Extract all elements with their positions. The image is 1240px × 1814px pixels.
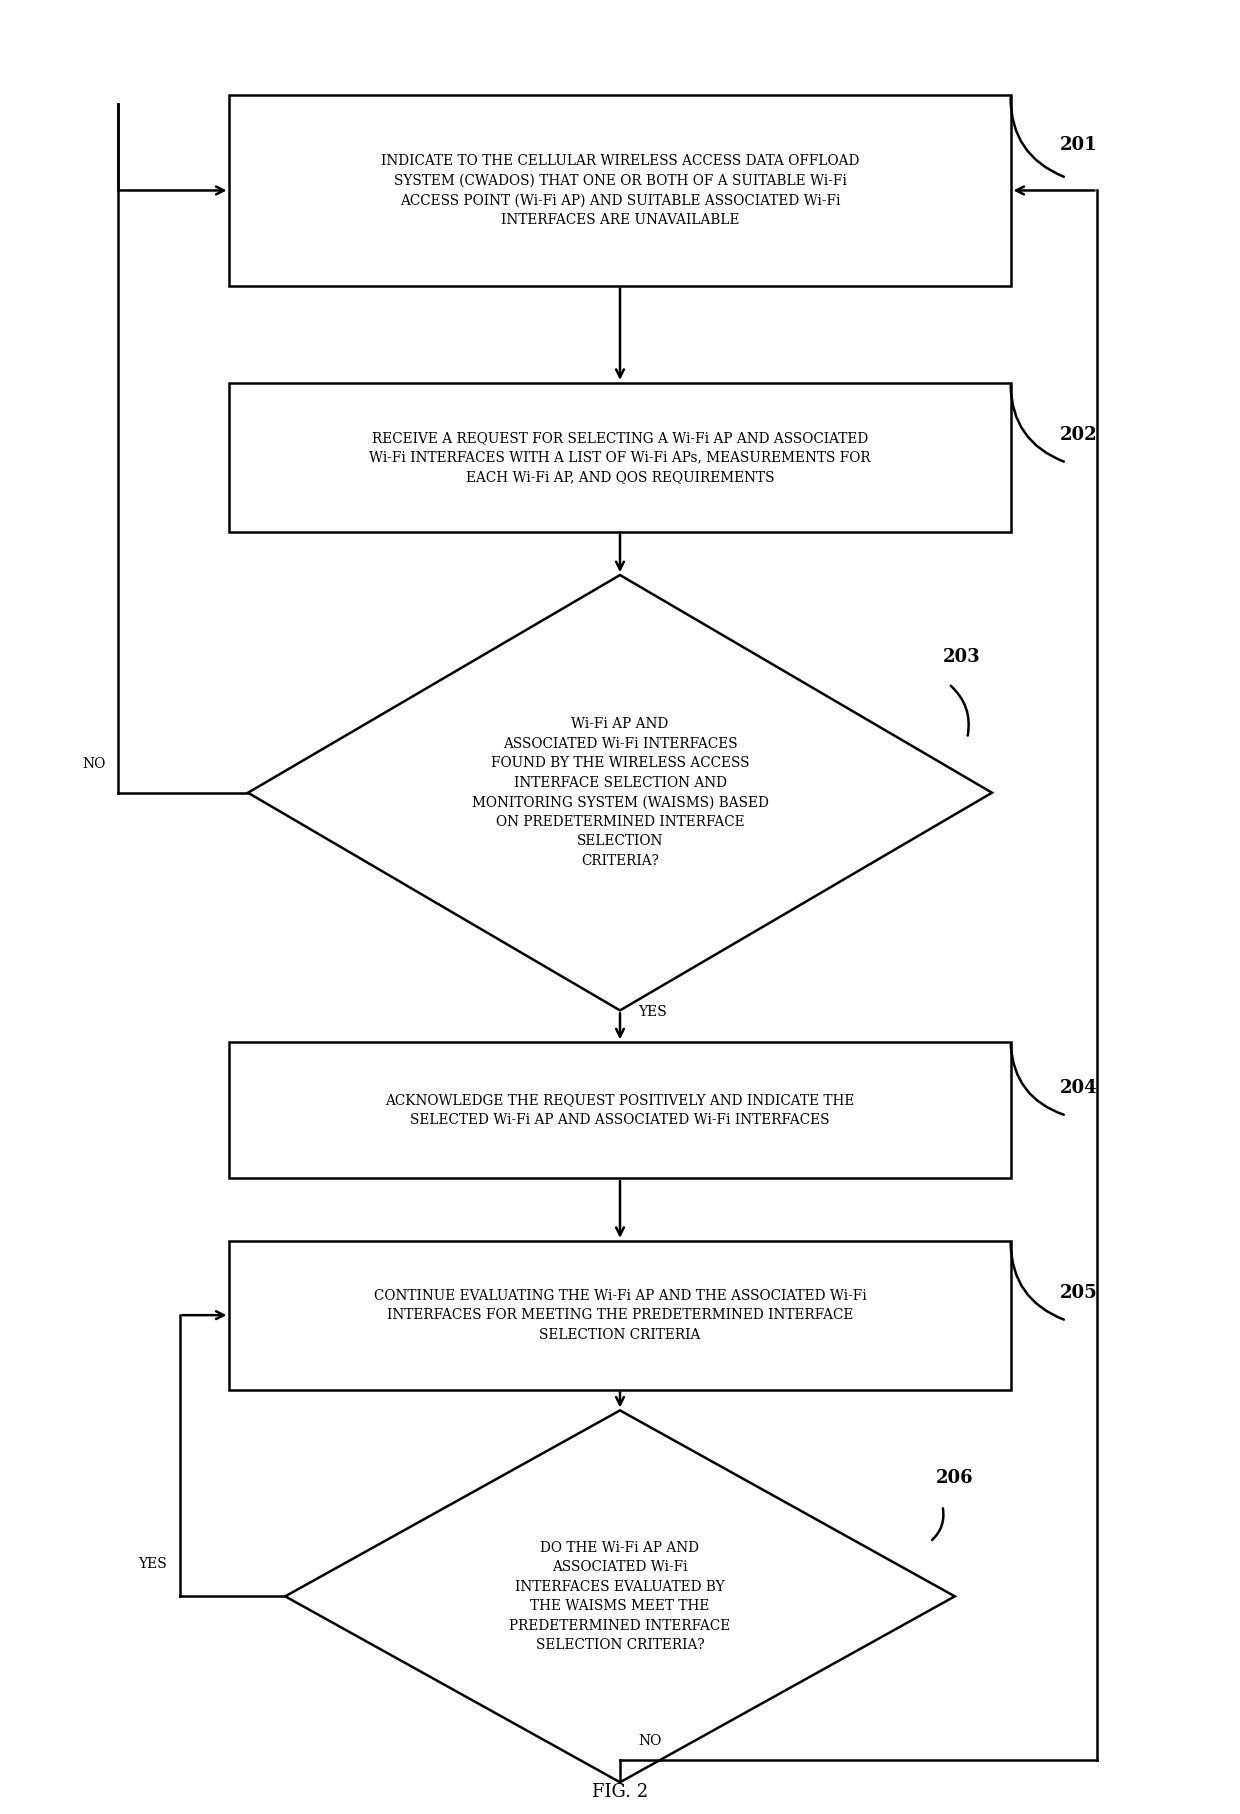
Text: YES: YES [139, 1556, 167, 1571]
Polygon shape [285, 1411, 955, 1781]
Bar [229, 1241, 1011, 1390]
Text: 204: 204 [1060, 1079, 1097, 1097]
Text: 201: 201 [1060, 136, 1097, 154]
Text: Wi-Fi AP AND
ASSOCIATED Wi-Fi INTERFACES
FOUND BY THE WIRELESS ACCESS
INTERFACE : Wi-Fi AP AND ASSOCIATED Wi-Fi INTERFACES… [471, 718, 769, 867]
Polygon shape [248, 575, 992, 1010]
Bar [229, 94, 1011, 285]
Text: NO: NO [82, 756, 105, 771]
Bar [229, 383, 1011, 532]
Text: 203: 203 [942, 648, 980, 666]
Text: 206: 206 [936, 1469, 973, 1487]
Text: CONTINUE EVALUATING THE Wi-Fi AP AND THE ASSOCIATED Wi-Fi
INTERFACES FOR MEETING: CONTINUE EVALUATING THE Wi-Fi AP AND THE… [373, 1288, 867, 1342]
Text: FIG. 2: FIG. 2 [591, 1783, 649, 1801]
Text: 202: 202 [1060, 426, 1097, 444]
Text: RECEIVE A REQUEST FOR SELECTING A Wi-Fi AP AND ASSOCIATED
Wi-Fi INTERFACES WITH : RECEIVE A REQUEST FOR SELECTING A Wi-Fi … [370, 430, 870, 484]
Text: ACKNOWLEDGE THE REQUEST POSITIVELY AND INDICATE THE
SELECTED Wi-Fi AP AND ASSOCI: ACKNOWLEDGE THE REQUEST POSITIVELY AND I… [386, 1094, 854, 1126]
Text: 205: 205 [1060, 1284, 1097, 1302]
Text: INDICATE TO THE CELLULAR WIRELESS ACCESS DATA OFFLOAD
SYSTEM (CWADOS) THAT ONE O: INDICATE TO THE CELLULAR WIRELESS ACCESS… [381, 154, 859, 227]
Text: NO: NO [639, 1734, 662, 1749]
Bar [229, 1041, 1011, 1179]
Text: YES: YES [639, 1005, 667, 1019]
Text: DO THE Wi-Fi AP AND
ASSOCIATED Wi-Fi
INTERFACES EVALUATED BY
THE WAISMS MEET THE: DO THE Wi-Fi AP AND ASSOCIATED Wi-Fi INT… [510, 1540, 730, 1653]
